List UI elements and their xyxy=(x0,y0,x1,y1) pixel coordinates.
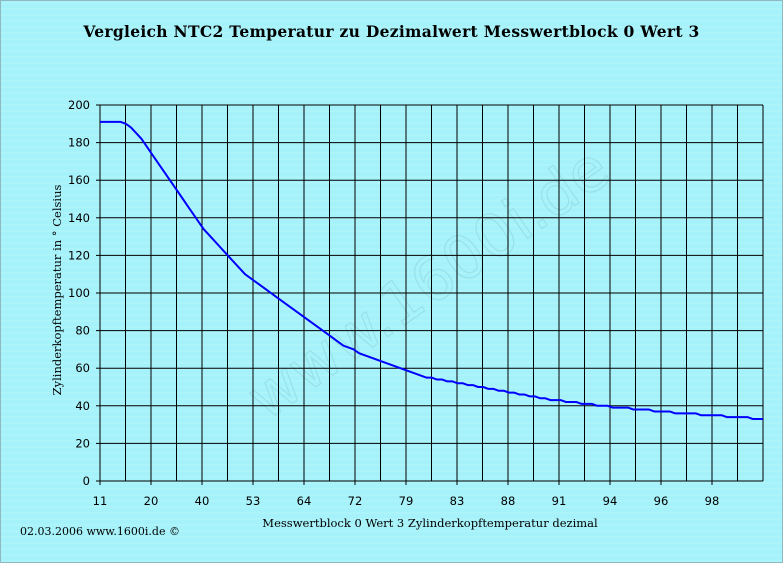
footer-date-copyright: 02.03.2006 www.1600i.de © xyxy=(20,525,180,538)
x-tick-label: 98 xyxy=(705,494,720,508)
series-group xyxy=(100,120,763,420)
x-tick-label: 20 xyxy=(144,494,159,508)
y-ticks: 0 20 40 60 80 100 120 140 160 180 200 xyxy=(68,98,100,488)
x-tick-label: 72 xyxy=(348,494,363,508)
y-tick-label: 140 xyxy=(68,211,90,225)
x-tick-label: 94 xyxy=(603,494,618,508)
y-tick-label: 60 xyxy=(75,361,90,375)
y-tick-label: 0 xyxy=(83,474,90,488)
series-line xyxy=(100,120,763,420)
y-tick-label: 20 xyxy=(75,436,90,450)
y-tick-label: 100 xyxy=(68,286,90,300)
grid-lines xyxy=(99,104,764,482)
y-tick-label: 40 xyxy=(75,399,90,413)
x-ticks: 11 20 40 53 64 72 79 83 88 91 94 96 98 xyxy=(93,481,720,508)
x-tick-label: 83 xyxy=(450,494,465,508)
x-tick-label: 88 xyxy=(501,494,516,508)
x-axis-label: Messwertblock 0 Wert 3 Zylinderkopftempe… xyxy=(262,516,598,530)
watermark-text: www.1600i.de xyxy=(235,133,623,434)
x-tick-label: 53 xyxy=(246,494,261,508)
x-tick-label: 64 xyxy=(297,494,312,508)
y-tick-label: 200 xyxy=(68,98,90,112)
x-tick-label: 40 xyxy=(195,494,210,508)
x-tick-label: 96 xyxy=(654,494,669,508)
x-tick-label: 11 xyxy=(93,494,108,508)
x-tick-label: 91 xyxy=(552,494,567,508)
chart-title: Vergleich NTC2 Temperatur zu Dezimalwert… xyxy=(83,22,700,41)
y-tick-label: 120 xyxy=(68,248,90,262)
y-tick-label: 80 xyxy=(75,324,90,338)
x-tick-label: 79 xyxy=(399,494,414,508)
axes xyxy=(96,105,763,485)
y-tick-label: 160 xyxy=(68,173,90,187)
y-tick-label: 180 xyxy=(68,136,90,150)
